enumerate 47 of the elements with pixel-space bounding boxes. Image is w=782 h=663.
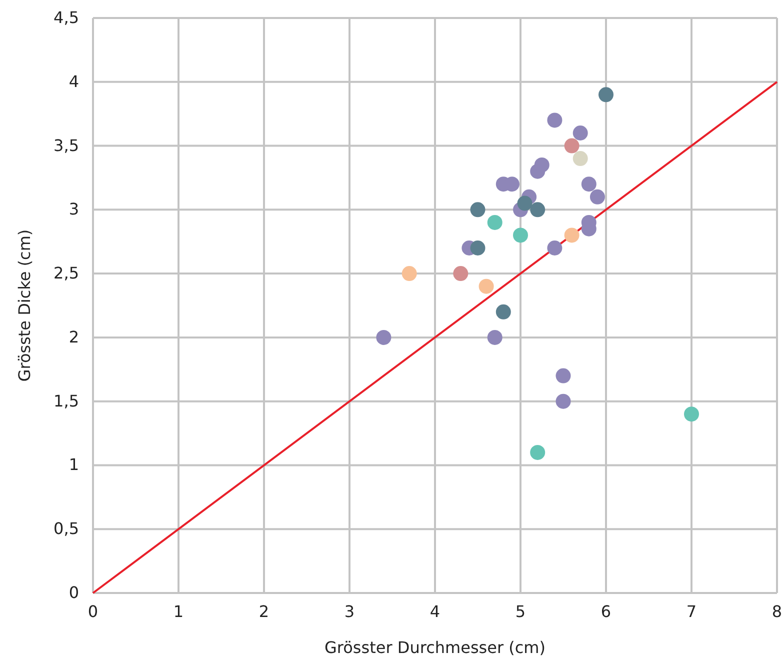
point — [598, 87, 614, 102]
x-tick-label: 6 — [600, 602, 612, 621]
x-tick-label: 2 — [258, 602, 270, 621]
point — [564, 228, 580, 243]
point — [402, 266, 417, 282]
y-tick-label: 2 — [68, 327, 79, 346]
x-tick-label: 7 — [686, 602, 697, 621]
x-tick-label: 4 — [430, 602, 440, 621]
point — [534, 157, 550, 172]
y-axis-title: Grösste Dicke (cm) — [15, 229, 34, 382]
point — [564, 138, 580, 154]
point — [470, 202, 486, 218]
point — [556, 394, 571, 409]
point — [487, 330, 502, 345]
x-axis-title: Grösster Durchmesser (cm) — [324, 638, 546, 657]
y-tick-label: 1,5 — [54, 391, 79, 410]
point — [530, 444, 546, 460]
point — [470, 240, 486, 256]
point — [513, 228, 528, 243]
y-tick-label: 3 — [68, 200, 79, 219]
point — [530, 202, 546, 218]
x-tick-label: 1 — [173, 602, 184, 621]
y-tick-label: 1 — [68, 455, 79, 474]
y-tick-label: 4 — [68, 72, 79, 91]
point — [376, 330, 392, 345]
point — [547, 112, 562, 128]
point — [684, 406, 699, 422]
point — [496, 304, 511, 320]
point — [517, 196, 532, 211]
y-tick-label: 0 — [68, 583, 79, 602]
y-tick-label: 4,5 — [54, 8, 79, 27]
point — [572, 126, 588, 140]
point — [547, 240, 562, 256]
point — [453, 266, 468, 282]
point — [556, 368, 571, 384]
y-tick-label: 2,5 — [54, 264, 79, 283]
x-tick-label: 8 — [772, 602, 782, 621]
x-tick-label: 5 — [515, 602, 526, 621]
point — [590, 189, 605, 204]
y-tick-label: 3,5 — [54, 136, 79, 155]
point — [581, 176, 596, 192]
point — [572, 151, 588, 166]
point — [487, 214, 502, 230]
x-tick-label: 3 — [344, 602, 355, 621]
point — [478, 278, 494, 294]
y-tick-label: 0,5 — [54, 519, 79, 538]
x-tick-label: 0 — [88, 602, 98, 621]
